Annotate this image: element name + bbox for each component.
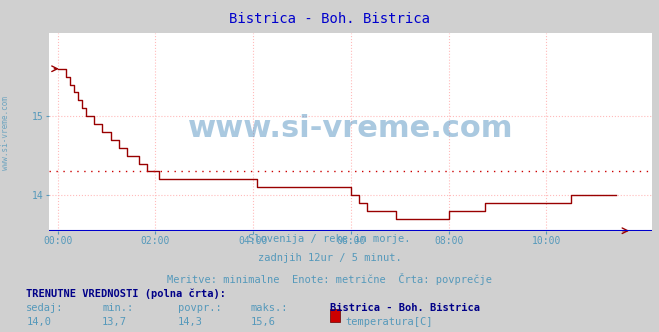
Text: www.si-vreme.com: www.si-vreme.com [1,96,10,170]
Text: sedaj:: sedaj: [26,303,64,313]
Text: maks.:: maks.: [250,303,288,313]
Text: Slovenija / reke in morje.: Slovenija / reke in morje. [248,234,411,244]
Text: Bistrica - Boh. Bistrica: Bistrica - Boh. Bistrica [330,303,480,313]
Text: Meritve: minimalne  Enote: metrične  Črta: povprečje: Meritve: minimalne Enote: metrične Črta:… [167,273,492,285]
Text: min.:: min.: [102,303,133,313]
Text: temperatura[C]: temperatura[C] [345,317,433,327]
Text: TRENUTNE VREDNOSTI (polna črta):: TRENUTNE VREDNOSTI (polna črta): [26,289,226,299]
Text: 13,7: 13,7 [102,317,127,327]
Text: zadnjih 12ur / 5 minut.: zadnjih 12ur / 5 minut. [258,253,401,263]
Text: Bistrica - Boh. Bistrica: Bistrica - Boh. Bistrica [229,12,430,26]
Text: www.si-vreme.com: www.si-vreme.com [188,114,513,142]
Text: 14,3: 14,3 [178,317,203,327]
Text: povpr.:: povpr.: [178,303,221,313]
Text: 15,6: 15,6 [250,317,275,327]
Text: 14,0: 14,0 [26,317,51,327]
